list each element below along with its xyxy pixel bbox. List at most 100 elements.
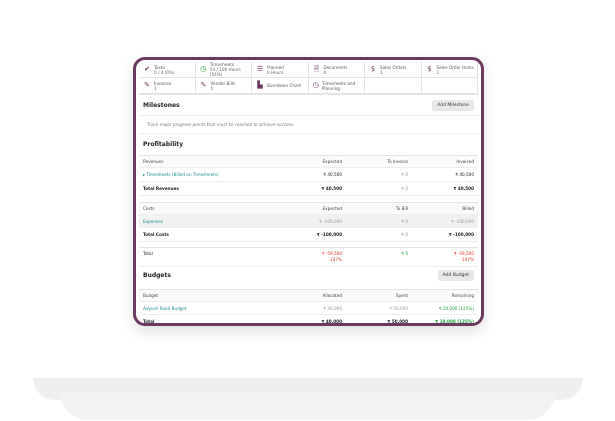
stat-value: 1 xyxy=(436,69,440,75)
cell: ₹ -100,000 xyxy=(448,232,474,237)
cell: -147% xyxy=(328,257,342,262)
cell: Total xyxy=(143,318,155,324)
col-header: Invoiced xyxy=(456,159,474,164)
budget-link[interactable]: Aayush Road Budget xyxy=(143,305,187,311)
stat-timesheets[interactable]: ◷ Timesheets 54 / 100 Hours (54%) xyxy=(195,62,252,78)
check-icon: ✔ xyxy=(144,65,150,73)
stat-empty xyxy=(365,78,422,94)
total-costs-row: Total Costs ₹ -100,000 ₹ 0 ₹ -100,000 xyxy=(139,228,478,242)
col-header: Revenues xyxy=(143,159,164,164)
section-title: Milestones xyxy=(143,101,180,109)
cell: ₹ 0 xyxy=(401,232,408,237)
stat-label: Burndown Chart xyxy=(267,83,301,88)
stat-timesheets-planning[interactable]: ◷ Timesheets and Planning xyxy=(308,78,365,94)
cell: ₹ 40,500 xyxy=(453,186,474,191)
cell: ₹ -100,000 xyxy=(319,218,342,224)
stat-tasks[interactable]: ✔ Tasks 0 / 4 (0%) xyxy=(139,62,196,78)
cell: Total Costs xyxy=(143,232,169,237)
col-header: Spent xyxy=(395,293,408,298)
cell: ₹ -100,000 xyxy=(451,218,474,224)
timesheets-link[interactable]: ▸ Timesheets (Billed on Timesheets) xyxy=(143,172,219,177)
col-header: Remaining xyxy=(451,293,474,298)
expenses-link[interactable]: Expenses xyxy=(143,218,163,224)
cell: ₹ -59,500 xyxy=(453,251,474,256)
clock-icon: ◷ xyxy=(200,65,207,73)
document-icon: 🗎 xyxy=(313,65,320,73)
section-title: Profitability xyxy=(143,141,184,148)
stat-invoices[interactable]: ✎ Invoices 1 xyxy=(139,78,196,94)
col-header: To Invoice xyxy=(387,159,408,164)
stat-label: Tasks xyxy=(154,64,166,70)
table-row: ▸ Timesheets (Billed on Timesheets) ₹ 40,… xyxy=(139,168,478,182)
edit-icon: ✎ xyxy=(200,81,207,89)
col-header: Expected xyxy=(322,206,342,211)
stat-documents[interactable]: 🗎 Documents 0 xyxy=(308,62,365,78)
total-revenues-row: Total Revenues ₹ 40,500 ₹ 0 ₹ 40,500 xyxy=(139,182,478,196)
cell: ₹ -100,000 xyxy=(316,232,342,237)
budgets-header-row: Budget Allocated Spent Remaining xyxy=(139,289,478,302)
budgets-total-row: Total ₹ 40,000 ₹ 50,000 ₹ 10,000 (125%) xyxy=(139,315,478,324)
stat-vendor-bills[interactable]: ✎ Vendor Bills 5 xyxy=(195,78,252,94)
total-row: Total ₹ -59,500 -147% ₹ 0 ₹ -59,500 -147% xyxy=(139,247,478,267)
cell: Total Revenues xyxy=(143,186,179,191)
stat-label: Sales Order Items xyxy=(436,64,474,70)
dollar-icon: $ xyxy=(370,65,376,73)
cell: ₹ 40,500 xyxy=(455,172,474,177)
stat-label: Planned xyxy=(267,64,284,70)
add-milestone-button[interactable]: Add Milestone xyxy=(432,99,474,111)
add-budget-button[interactable]: Add Budget xyxy=(437,269,474,281)
stat-value: 5 xyxy=(210,85,214,91)
cell: ₹ 40,000 xyxy=(321,318,342,324)
cell: ₹ 40,500 xyxy=(323,172,342,177)
stat-empty xyxy=(421,78,478,94)
stat-label: Documents xyxy=(323,64,348,70)
stat-planned[interactable]: ☰ Planned 0 Hours xyxy=(252,62,309,78)
cell: ₹ 0 xyxy=(401,218,408,224)
col-header: To Bill xyxy=(395,206,408,211)
col-header: Allocated xyxy=(322,293,343,298)
milestones-hint: Track major progress points that must be… xyxy=(139,115,478,134)
stat-label: Timesheets xyxy=(209,62,234,67)
cell: ₹ 0 xyxy=(401,186,408,191)
stat-value: 0 xyxy=(323,69,327,75)
stat-sales-order-items[interactable]: $ Sales Order Items 1 xyxy=(421,62,478,78)
chart-icon: ▙ xyxy=(257,81,263,89)
milestones-header: Milestones Add Milestone xyxy=(139,95,478,115)
stat-value: 1 xyxy=(380,69,383,75)
cell: ₹ 10,000 (125%) xyxy=(438,305,474,311)
project-window: ✔ Tasks 0 / 4 (0%) ◷ Timesheets 54 / 100 Hou… xyxy=(133,57,484,326)
stat-sales-orders[interactable]: $ Sales Orders 1 xyxy=(365,62,422,78)
row-label: Timesheets (Billed on Timesheets) xyxy=(146,172,219,177)
cell: ₹ -59,500 xyxy=(321,251,342,256)
device-shadow-base xyxy=(60,392,555,420)
budgets-header: Budgets Add Budget xyxy=(139,267,478,283)
stat-buttons: ✔ Tasks 0 / 4 (0%) ◷ Timesheets 54 / 100 Hou… xyxy=(139,62,478,95)
stat-value: 0 Hours xyxy=(267,69,284,75)
stat-value: 54 / 100 Hours (54%) xyxy=(209,67,241,77)
cell: ₹ 40,500 xyxy=(321,186,342,191)
clock-icon: ◷ xyxy=(312,81,319,89)
costs-header-row: Costs Expected To Bill Billed xyxy=(139,202,478,215)
cell: ₹ 0 xyxy=(401,172,408,177)
stat-value: 0 / 4 (0%) xyxy=(154,69,175,75)
cell: ₹ 50,000 xyxy=(389,305,408,311)
col-header: Costs xyxy=(143,206,155,211)
stat-label: Vendor Bills xyxy=(210,80,236,86)
stat-burndown-chart[interactable]: ▙ Burndown Chart xyxy=(252,78,309,94)
revenues-header-row: Revenues Expected To Invoice Invoiced xyxy=(139,155,478,168)
stat-label: Invoices xyxy=(154,80,172,86)
cell: -147% xyxy=(460,257,474,262)
section-title: Budgets xyxy=(143,271,171,279)
col-header: Billed xyxy=(462,206,474,211)
cell: ₹ 50,000 xyxy=(387,318,408,324)
list-icon: ☰ xyxy=(256,65,264,73)
cell: ₹ 10,000 (125%) xyxy=(435,318,474,324)
cell: Total xyxy=(143,251,153,256)
stat-value: 1 xyxy=(154,85,157,91)
profitability-header: Profitability xyxy=(139,134,478,155)
cell: ₹ 0 xyxy=(401,251,408,256)
stat-label: Timesheets and Planning xyxy=(321,80,356,91)
col-header: Expected xyxy=(322,159,342,164)
dollar-icon: $ xyxy=(427,65,432,73)
stat-label: Sales Orders xyxy=(380,64,407,70)
